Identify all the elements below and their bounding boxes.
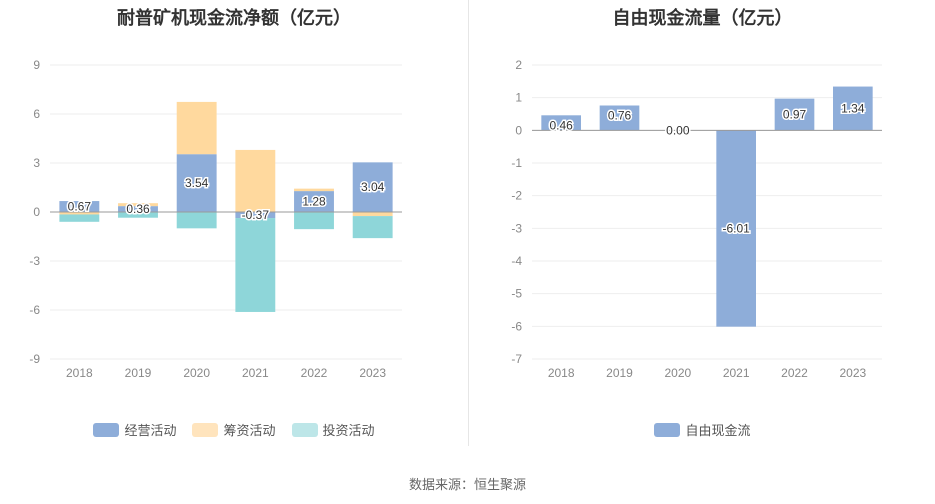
legend: 自由现金流 [470, 420, 935, 439]
legend-swatch-operating [93, 422, 120, 437]
bar-2020-投资活动 [176, 212, 217, 229]
y-tick-label: 2 [515, 58, 522, 72]
data-label: 0.46 [549, 118, 573, 132]
x-tick-label: 2021 [242, 366, 269, 380]
bar-2023-投资活动 [352, 216, 393, 239]
legend-item-operating[interactable]: 经营活动 [93, 420, 176, 439]
bar-2018-筹资活动 [59, 212, 100, 215]
bar-2018-投资活动 [59, 214, 100, 222]
data-label: 0.00 [666, 123, 690, 137]
y-tick-label: 0 [515, 123, 522, 137]
y-tick-label: 1 [515, 91, 522, 105]
legend-label: 经营活动 [124, 423, 177, 438]
x-tick-label: 2022 [781, 366, 808, 380]
legend-label: 筹资活动 [223, 423, 276, 438]
y-tick-label: -3 [511, 221, 522, 235]
bar-2022-筹资活动 [294, 188, 334, 192]
x-tick-label: 2021 [723, 366, 750, 380]
x-tick-label: 2019 [125, 366, 152, 380]
bar-2020-筹资活动 [176, 101, 217, 155]
x-tick-label: 2020 [183, 366, 210, 380]
chart-title: 耐普矿机现金流净额（亿元） [117, 8, 351, 28]
panel-divider [468, 0, 469, 446]
bar-2023-筹资活动 [352, 212, 393, 217]
bar-2019-自由现金流 [599, 105, 640, 131]
legend-swatch-financing [192, 422, 219, 437]
net-cash-flow-plot: 9 6 3 0 -3 -6 -9 2018 2019 2020 2021 2022 2023 0.67 0.… [29, 58, 402, 380]
legend: 经营活动 筹资活动 投资活动 [0, 420, 468, 439]
x-tick-label: 2018 [548, 366, 575, 380]
data-label: 0.67 [68, 200, 92, 214]
bar-2023-自由现金流 [833, 86, 873, 131]
free-cash-flow-chart: 自由现金流量（亿元） 2 1 0 -1 -2 -3 -4 -5 -6 -7 2018 2019 2020… [470, 0, 935, 460]
legend-item-investing[interactable]: 投资活动 [291, 420, 375, 439]
legend-swatch-free-cash-flow [654, 422, 681, 437]
legend-item-financing[interactable]: 筹资活动 [192, 420, 276, 439]
legend-item-free-cash-flow[interactable]: 自由现金流 [654, 420, 751, 439]
bar-2019-经营活动 [118, 206, 158, 212]
legend-label: 自由现金流 [685, 423, 751, 438]
bar-2021-投资活动 [235, 218, 276, 312]
x-tick-label: 2022 [301, 366, 328, 380]
y-tick-label: 6 [33, 107, 40, 121]
y-tick-label: -1 [511, 156, 522, 170]
data-label: -6.01 [722, 221, 750, 235]
legend-label: 投资活动 [322, 423, 375, 438]
y-tick-label: -4 [511, 254, 522, 268]
data-label: 0.76 [608, 109, 632, 123]
data-label: 3.04 [361, 180, 385, 194]
y-tick-label: -5 [511, 287, 522, 301]
y-tick-label: 3 [33, 156, 40, 170]
bar-2022-经营活动 [294, 191, 334, 212]
y-tick-label: -9 [29, 352, 40, 366]
y-tick-label: 9 [33, 58, 40, 72]
x-tick-label: 2023 [839, 366, 866, 380]
data-label: 1.34 [841, 101, 865, 115]
data-source: 数据来源：恒生聚源 [408, 477, 526, 492]
legend-swatch-investing [291, 422, 318, 437]
data-label: 0.97 [783, 107, 807, 121]
free-cash-flow-plot: 2 1 0 -1 -2 -3 -4 -5 -6 -7 2018 2019 2020 2021 2022 202… [511, 58, 882, 380]
bar-2023-经营活动 [352, 162, 393, 212]
data-label: -0.37 [242, 208, 270, 222]
x-tick-label: 2018 [66, 366, 93, 380]
bar-2019-筹资活动 [118, 203, 158, 207]
bar-2021-筹资活动 [235, 149, 276, 212]
bar-2022-投资活动 [294, 212, 334, 230]
data-label: 0.36 [126, 202, 150, 216]
bar-2021-经营活动 [235, 212, 276, 219]
chart-title: 自由现金流量（亿元） [612, 8, 793, 28]
y-tick-label: -6 [29, 303, 40, 317]
x-tick-label: 2019 [606, 366, 633, 380]
y-tick-label: 0 [33, 205, 40, 219]
bar-2021-自由现金流 [716, 130, 756, 327]
bar-2018-自由现金流 [541, 115, 581, 131]
y-tick-label: -7 [511, 352, 522, 366]
bar-2022-自由现金流 [774, 98, 815, 131]
y-tick-label: -2 [511, 189, 522, 203]
net-cash-flow-chart: 耐普矿机现金流净额（亿元） 9 6 3 0 -3 -6 -9 2018 2019 2020 2021… [0, 0, 468, 460]
data-label: 3.54 [185, 176, 209, 190]
bar-2019-投资活动 [118, 212, 158, 218]
y-tick-label: -3 [29, 254, 40, 268]
bar-2018-经营活动 [59, 201, 100, 212]
data-label: 1.28 [302, 195, 326, 209]
x-tick-label: 2020 [664, 366, 691, 380]
x-tick-label: 2023 [359, 366, 386, 380]
bar-2020-经营活动 [176, 154, 217, 212]
y-tick-label: -6 [511, 319, 522, 333]
